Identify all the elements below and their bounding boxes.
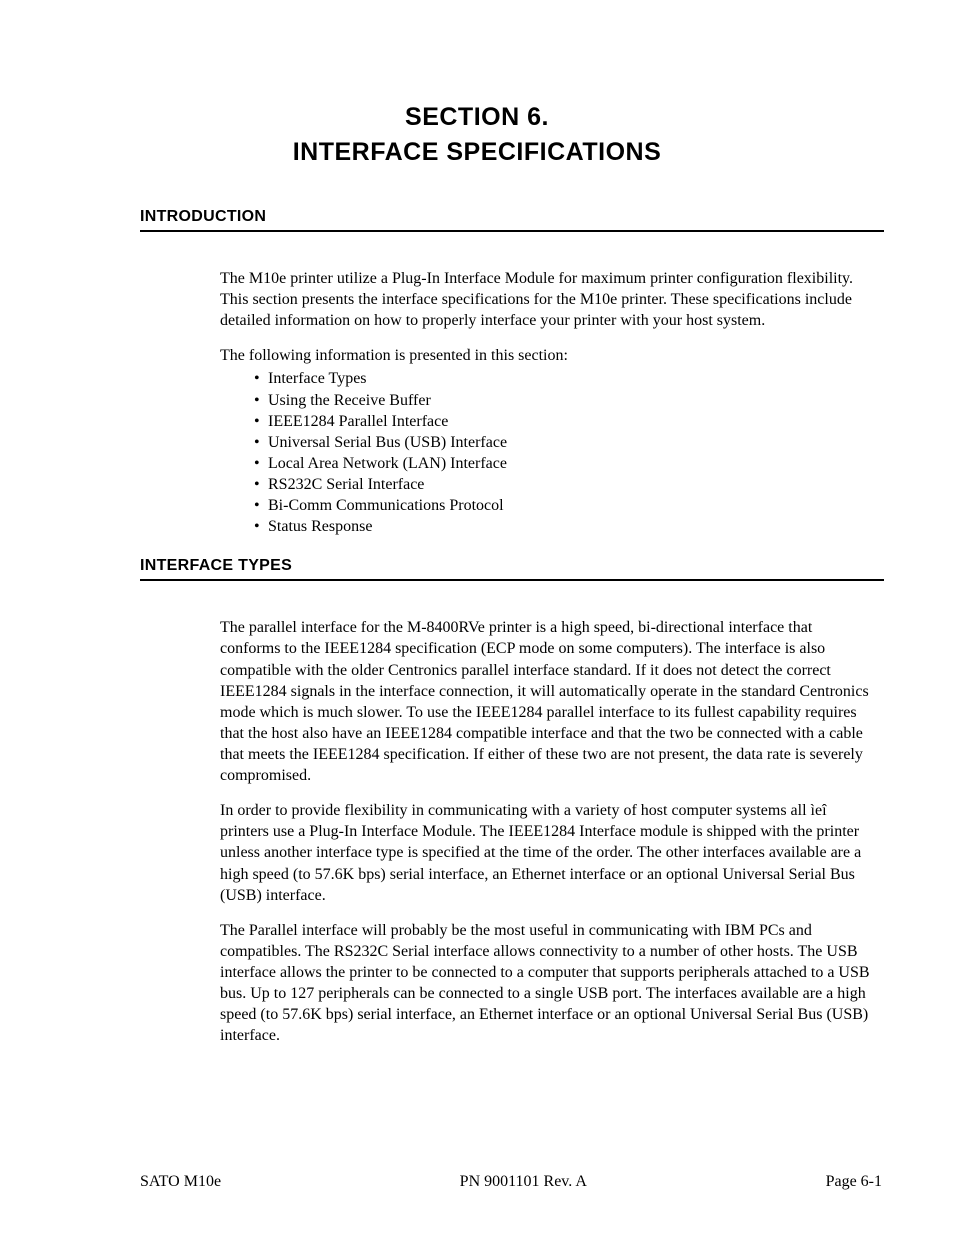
topic-item: • Interface Types	[254, 368, 874, 389]
bullet-icon: •	[254, 368, 264, 389]
types-para-2: In order to provide flexibility in commu…	[220, 800, 874, 906]
topic-label: Status Response	[268, 518, 372, 535]
title-line-2: INTERFACE SPECIFICATIONS	[70, 135, 884, 170]
topic-label: Bi-Comm Communications Protocol	[268, 497, 504, 514]
bullet-icon: •	[254, 411, 264, 432]
types-para-1: The parallel interface for the M-8400RVe…	[220, 617, 874, 786]
page-footer: SATO M10e PN 9001101 Rev. A Page 6-1	[140, 1173, 882, 1191]
topic-label: Interface Types	[268, 370, 367, 387]
topic-item: • IEEE1284 Parallel Interface	[254, 411, 874, 432]
topic-label: Universal Serial Bus (USB) Interface	[268, 434, 507, 451]
title-line-1: SECTION 6.	[70, 100, 884, 135]
heading-introduction: INTRODUCTION	[140, 208, 884, 232]
bullet-icon: •	[254, 453, 264, 474]
types-body: The parallel interface for the M-8400RVe…	[220, 617, 874, 1046]
footer-center: PN 9001101 Rev. A	[460, 1173, 587, 1191]
topic-item: • Local Area Network (LAN) Interface	[254, 453, 874, 474]
heading-interface-types: INTERFACE TYPES	[140, 557, 884, 581]
topic-label: IEEE1284 Parallel Interface	[268, 413, 448, 430]
topic-item: • Universal Serial Bus (USB) Interface	[254, 432, 874, 453]
topic-label: Local Area Network (LAN) Interface	[268, 455, 507, 472]
page: SECTION 6. INTERFACE SPECIFICATIONS INTR…	[0, 0, 954, 1235]
topic-item: • Bi-Comm Communications Protocol	[254, 495, 874, 516]
intro-para-1: The M10e printer utilize a Plug-In Inter…	[220, 268, 874, 331]
title-block: SECTION 6. INTERFACE SPECIFICATIONS	[70, 100, 884, 170]
topic-item: • RS232C Serial Interface	[254, 474, 874, 495]
topic-label: RS232C Serial Interface	[268, 476, 424, 493]
bullet-icon: •	[254, 495, 264, 516]
intro-topic-list: • Interface Types • Using the Receive Bu…	[254, 368, 874, 537]
bullet-icon: •	[254, 390, 264, 411]
types-para-3: The Parallel interface will probably be …	[220, 920, 874, 1047]
bullet-icon: •	[254, 516, 264, 537]
topic-label: Using the Receive Buffer	[268, 392, 431, 409]
intro-body: The M10e printer utilize a Plug-In Inter…	[220, 268, 874, 537]
topic-item: • Status Response	[254, 516, 874, 537]
footer-left: SATO M10e	[140, 1173, 221, 1191]
topic-item: • Using the Receive Buffer	[254, 390, 874, 411]
footer-right: Page 6-1	[826, 1173, 882, 1191]
bullet-icon: •	[254, 474, 264, 495]
intro-para-2: The following information is presented i…	[220, 345, 874, 366]
bullet-icon: •	[254, 432, 264, 453]
